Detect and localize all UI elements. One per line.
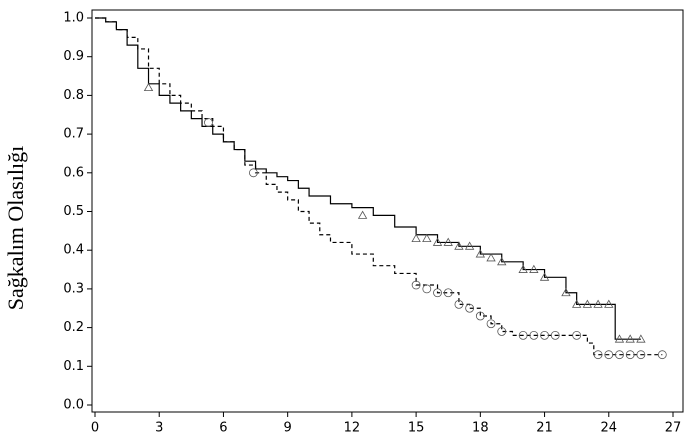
censor-mark [529, 264, 539, 273]
y-tick-label: 0.7 [63, 127, 84, 142]
censor-mark [475, 311, 485, 321]
censor-mark [593, 350, 603, 360]
x-tick-label: 9 [284, 421, 292, 436]
y-tick-label: 0.0 [63, 398, 84, 413]
censor-mark [422, 284, 432, 294]
plot-frame [91, 9, 684, 413]
censor-mark [561, 287, 571, 297]
censor-mark [411, 280, 421, 290]
x-tick-label: 12 [344, 421, 361, 436]
y-tick-label: 0.8 [63, 88, 84, 103]
y-tick-label: 0.1 [63, 359, 84, 374]
y-tick-label: 0.9 [63, 49, 84, 64]
censor-mark [249, 168, 258, 178]
x-tick-label: 0 [91, 421, 99, 436]
y-tick-label: 0.6 [63, 165, 84, 180]
x-tick-label: 18 [472, 421, 489, 436]
survival-curve [95, 17, 641, 340]
censor-mark [454, 299, 464, 309]
censor-mark [636, 350, 646, 360]
survival-curve [95, 17, 663, 356]
censor-mark [475, 249, 486, 258]
censor-mark [582, 299, 593, 308]
censor-mark [454, 241, 464, 250]
y-tick-label: 0.2 [63, 320, 84, 335]
censor-mark [204, 118, 213, 127]
censor-mark [422, 233, 432, 242]
censor-mark [443, 237, 453, 246]
censor-mark [518, 264, 528, 273]
censor-mark [433, 288, 442, 298]
y-tick-label: 0.4 [63, 243, 84, 258]
censor-mark [411, 233, 421, 242]
censor-mark [625, 334, 635, 343]
censor-mark [604, 299, 614, 308]
x-tick-label: 3 [155, 421, 163, 436]
censor-mark [518, 330, 528, 340]
censor-mark [464, 241, 475, 250]
y-tick-label: 1.0 [63, 11, 84, 26]
y-tick-label: 0.5 [63, 204, 84, 219]
censor-mark [572, 330, 582, 340]
censor-mark [497, 327, 507, 336]
censor-mark [636, 334, 646, 343]
censor-mark [486, 319, 496, 329]
x-tick-label: 21 [536, 421, 553, 436]
censor-mark [539, 272, 550, 281]
censor-mark [465, 303, 475, 313]
x-tick-label: 27 [665, 421, 682, 436]
censor-mark [604, 350, 614, 360]
x-tick-label: 24 [601, 421, 618, 436]
censor-mark [625, 350, 635, 360]
y-axis-label: Sağkalım Olasılığı [3, 146, 28, 310]
x-tick-label: 6 [219, 421, 227, 436]
censor-mark [143, 82, 154, 92]
censor-mark [550, 330, 560, 340]
censor-mark [593, 299, 603, 308]
censor-mark [571, 299, 582, 308]
censor-mark [529, 330, 539, 340]
censor-mark [497, 257, 507, 266]
censor-mark [357, 210, 368, 219]
censor-mark [540, 330, 549, 340]
x-tick-label: 15 [408, 421, 425, 436]
censor-mark [657, 350, 667, 360]
censor-mark [443, 288, 453, 298]
censor-mark [615, 350, 624, 360]
censor-mark [432, 237, 443, 246]
censor-mark [486, 253, 496, 262]
y-tick-label: 0.3 [63, 281, 84, 296]
censor-mark [614, 334, 625, 343]
